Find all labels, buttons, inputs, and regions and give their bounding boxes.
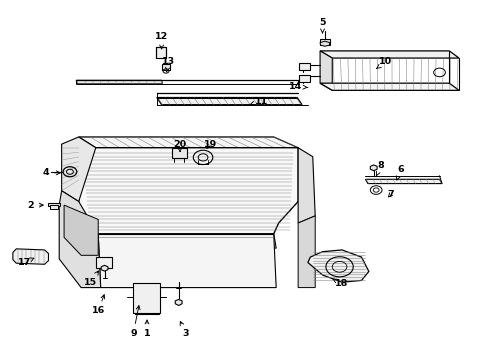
Text: 14: 14 xyxy=(288,82,307,91)
Text: 13: 13 xyxy=(162,57,175,72)
Polygon shape xyxy=(320,51,331,90)
Polygon shape xyxy=(320,83,458,90)
Polygon shape xyxy=(61,137,96,202)
Bar xyxy=(299,63,309,69)
Polygon shape xyxy=(76,80,162,84)
Bar xyxy=(133,283,160,313)
Polygon shape xyxy=(79,148,298,234)
Polygon shape xyxy=(98,234,276,288)
Polygon shape xyxy=(175,300,182,306)
Text: 3: 3 xyxy=(180,321,189,338)
Text: 16: 16 xyxy=(91,295,104,315)
Bar xyxy=(96,257,112,268)
Bar xyxy=(161,64,170,69)
Text: 17: 17 xyxy=(18,258,34,267)
Bar xyxy=(299,75,309,82)
Polygon shape xyxy=(320,41,329,46)
Polygon shape xyxy=(298,148,315,223)
Text: 19: 19 xyxy=(203,140,217,149)
Polygon shape xyxy=(13,249,48,264)
Polygon shape xyxy=(320,51,458,58)
Text: 15: 15 xyxy=(84,271,98,287)
Polygon shape xyxy=(101,265,108,271)
Polygon shape xyxy=(298,216,315,288)
Text: 6: 6 xyxy=(395,165,403,180)
Polygon shape xyxy=(369,165,376,171)
Text: 5: 5 xyxy=(319,18,325,33)
Text: 11: 11 xyxy=(249,96,267,105)
Bar xyxy=(320,40,329,45)
Polygon shape xyxy=(79,137,298,148)
Bar xyxy=(50,205,58,209)
Text: 18: 18 xyxy=(332,279,348,288)
Polygon shape xyxy=(96,234,276,248)
Text: 2: 2 xyxy=(27,201,43,210)
Polygon shape xyxy=(365,179,441,184)
Text: 20: 20 xyxy=(173,140,186,152)
Text: 4: 4 xyxy=(42,168,60,177)
Text: 12: 12 xyxy=(155,32,168,49)
Text: 1: 1 xyxy=(143,320,150,338)
Bar xyxy=(156,47,165,58)
Polygon shape xyxy=(157,98,302,105)
Text: 9: 9 xyxy=(130,306,140,338)
Bar xyxy=(172,148,186,158)
Text: 7: 7 xyxy=(386,190,393,199)
Bar xyxy=(48,203,60,206)
Polygon shape xyxy=(64,205,98,255)
Text: 8: 8 xyxy=(376,161,384,176)
Polygon shape xyxy=(307,250,368,282)
Polygon shape xyxy=(59,191,101,288)
Text: 10: 10 xyxy=(376,57,392,68)
